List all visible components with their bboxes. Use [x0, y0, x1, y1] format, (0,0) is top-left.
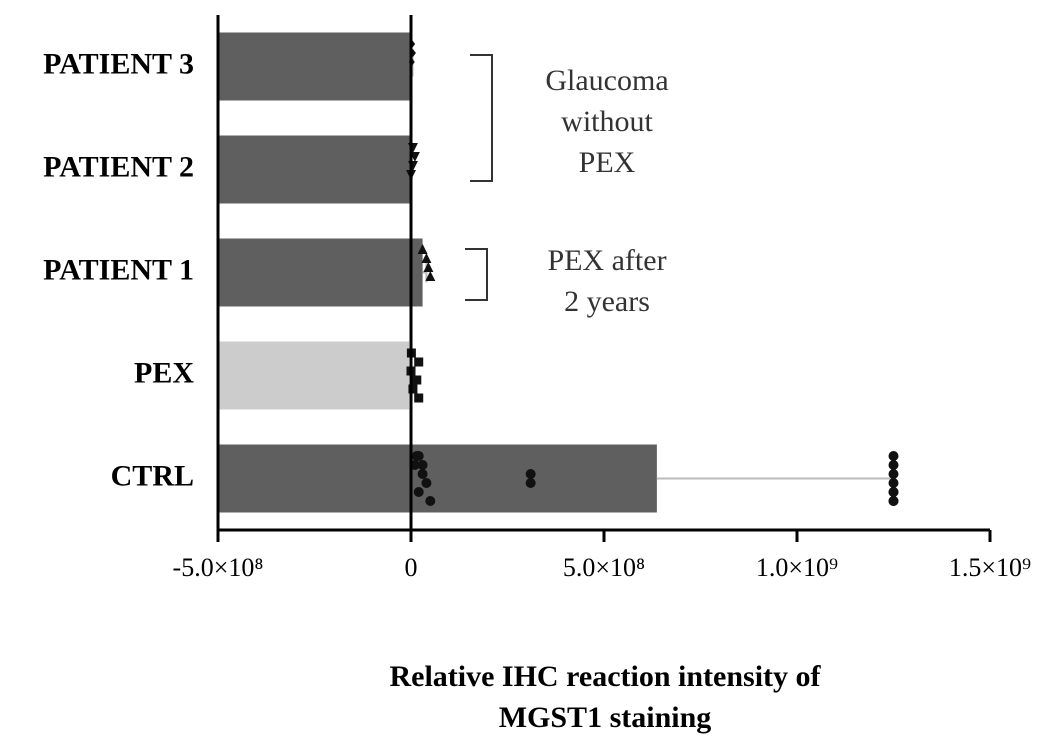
bracket	[465, 248, 488, 301]
x-tick-label: 1.0×10⁹	[756, 553, 838, 582]
data-point	[425, 271, 436, 281]
data-point	[888, 469, 899, 479]
data-point	[408, 384, 418, 394]
bar	[218, 32, 412, 101]
data-point	[411, 451, 422, 461]
data-point	[888, 451, 899, 461]
bar	[218, 444, 657, 513]
bar	[218, 135, 410, 204]
data-point	[417, 244, 428, 254]
annotation: Glaucoma	[545, 64, 668, 97]
data-point	[888, 496, 899, 506]
y-tick-label: PATIENT 3	[43, 47, 194, 80]
annotation: 2 years	[564, 285, 650, 318]
data-point	[413, 487, 424, 497]
x-tick-label: 1.5×10⁹	[949, 553, 1031, 582]
y-tick-label: PEX	[134, 356, 194, 389]
data-point	[412, 375, 422, 385]
data-point	[421, 478, 432, 488]
bracket	[470, 54, 493, 182]
data-point	[888, 478, 899, 488]
y-tick-label: PATIENT 1	[43, 253, 194, 286]
data-point	[425, 496, 436, 506]
x-axis-label: MGST1 staining	[499, 701, 712, 734]
data-point	[888, 460, 899, 470]
x-tick-label: 5.0×10⁸	[563, 553, 645, 582]
data-point	[421, 253, 432, 263]
x-tick-label: 0	[405, 553, 418, 582]
data-point	[417, 469, 428, 479]
bar	[218, 238, 423, 307]
data-point	[414, 357, 424, 367]
y-tick-label: CTRL	[111, 459, 194, 492]
annotation: PEX	[579, 146, 636, 179]
data-point	[417, 460, 428, 470]
x-axis-label: Relative IHC reaction intensity of	[389, 660, 821, 693]
annotation: PEX after	[547, 244, 666, 277]
annotation: without	[561, 105, 653, 138]
data-point	[888, 487, 899, 497]
y-tick-label: PATIENT 2	[43, 150, 194, 183]
data-point	[414, 393, 424, 403]
data-point	[525, 469, 536, 479]
data-point	[423, 262, 434, 272]
bar	[218, 341, 410, 410]
x-tick-label: -5.0×10⁸	[173, 553, 264, 582]
data-point	[525, 478, 536, 488]
